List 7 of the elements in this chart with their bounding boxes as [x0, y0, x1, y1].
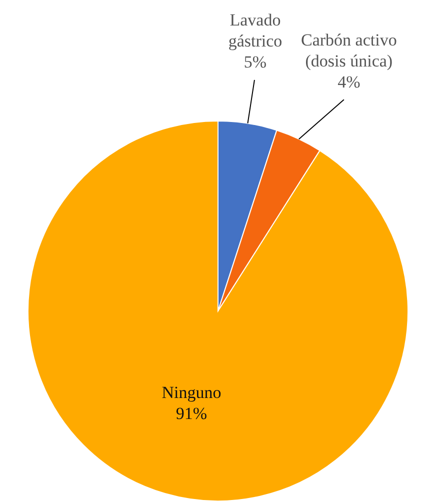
slice-label: Ninguno: [162, 383, 222, 402]
pie-slice: [28, 120, 408, 502]
slice-label: Carbón activo (dosis única): [300, 30, 397, 70]
data-label: 5%: [244, 52, 267, 72]
data-label: 91%: [176, 404, 208, 424]
slice-label: Lavado gástrico: [228, 10, 282, 51]
data-label: 4%: [338, 72, 360, 92]
